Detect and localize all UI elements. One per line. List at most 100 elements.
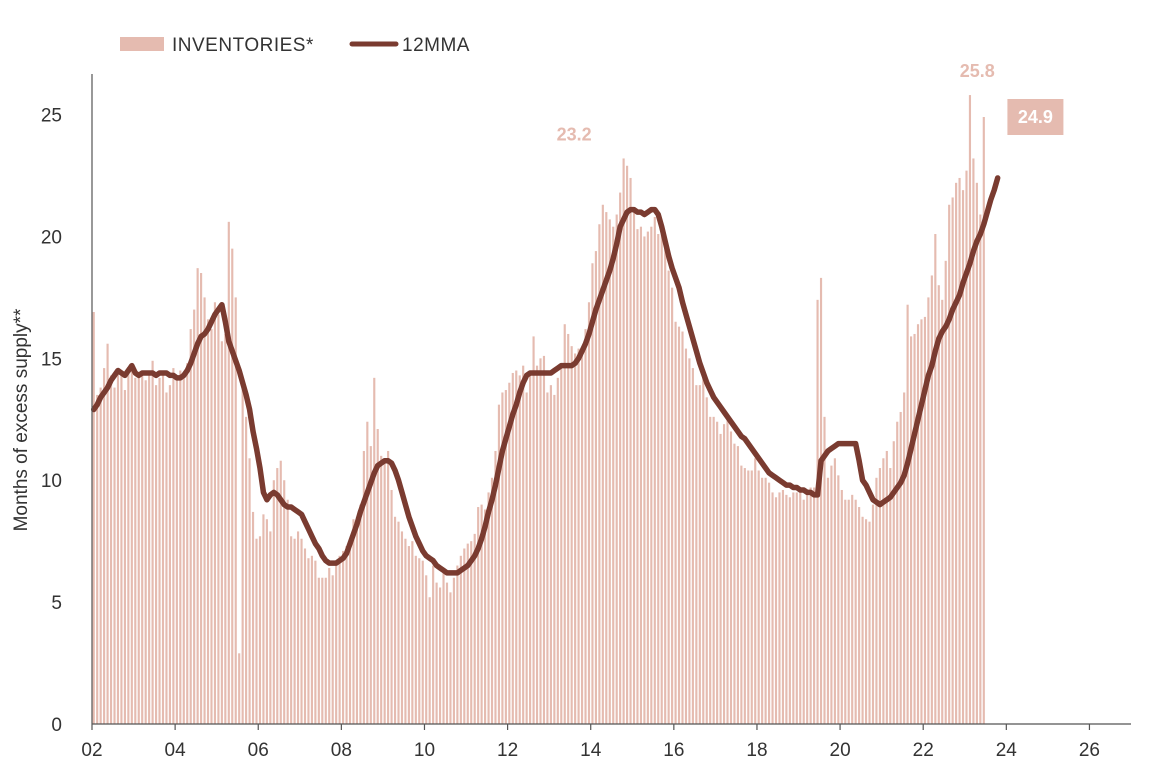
x-tick-label: 16 [663,740,684,761]
bar [747,470,750,724]
bar [743,468,746,724]
bar [882,458,885,724]
bar [868,521,871,724]
bar [272,480,275,724]
bar [383,458,386,724]
bar [459,555,462,724]
bar [262,514,265,724]
bar [231,248,234,724]
peak-value-label: 25.8 [960,61,995,81]
x-tick-label: 18 [746,740,767,761]
bar [324,577,327,724]
bar [660,224,663,724]
bar [757,470,760,724]
bar [342,550,345,724]
bar [705,397,708,724]
bar [781,489,785,724]
bar [553,394,556,724]
x-tick-label: 12 [497,740,518,761]
bar [944,260,947,724]
bar [968,95,972,724]
bar [525,392,528,724]
bar [210,329,213,724]
bar [542,355,546,724]
bar [407,546,410,724]
bar [352,519,355,724]
bar [196,268,199,724]
bar [103,368,106,724]
bar [768,482,771,724]
bar [200,273,203,724]
bar [847,499,850,724]
bar [920,319,923,724]
ma-line [90,175,1001,576]
bar [885,450,888,724]
bar [303,548,307,724]
bar [549,385,552,724]
bar [283,480,286,724]
bar [224,333,227,724]
bar [799,489,802,724]
x-ticks: 02 04 06 08 10 12 14 16 18 20 22 24 26 [81,724,1100,761]
bar [463,548,466,724]
bar [844,499,847,724]
bar [677,326,681,724]
bar [823,416,826,724]
bar [487,492,490,724]
bar [432,565,435,724]
bar [667,270,670,724]
bar [290,536,293,724]
bar [376,429,379,724]
bar [878,468,881,724]
bar [484,509,487,724]
bar [217,314,220,724]
bar [373,377,376,724]
bar [612,226,615,724]
bar [930,275,933,724]
bar [729,431,733,724]
bar [245,416,248,724]
bar [587,302,591,724]
legend-line-label: 12MMA [402,35,470,56]
bar [965,170,968,724]
bar [518,375,521,724]
bar [501,392,504,724]
bar [580,351,584,724]
bar [165,392,168,724]
bar [691,368,694,724]
bar [923,316,927,724]
bar [477,507,480,724]
bar [179,370,182,724]
bar [577,348,580,724]
y-tick-label: 20 [41,227,62,248]
bar [809,487,812,724]
x-tick-label: 06 [248,740,269,761]
bar [314,560,317,724]
bar [560,365,563,724]
bar [913,333,916,724]
bar [276,468,279,724]
bar [335,565,338,724]
bar [529,372,532,724]
bar [227,221,230,724]
bar [937,285,940,724]
bar [754,458,757,724]
bar [158,377,161,724]
bar [511,372,514,724]
last-value-box [1007,99,1064,135]
bar [151,360,154,724]
y-tick-label: 5 [51,593,62,614]
bar [819,277,823,724]
bar [397,521,400,724]
bar [435,582,438,724]
bar [646,231,649,724]
bar [387,450,390,724]
bar [404,538,407,724]
bar [709,416,712,724]
y-ticks: 0 5 10 15 20 25 [41,106,62,736]
bar [331,575,334,724]
bar [113,387,116,724]
x-tick-label: 24 [996,740,1018,761]
bar [300,538,303,724]
bar [172,368,175,724]
